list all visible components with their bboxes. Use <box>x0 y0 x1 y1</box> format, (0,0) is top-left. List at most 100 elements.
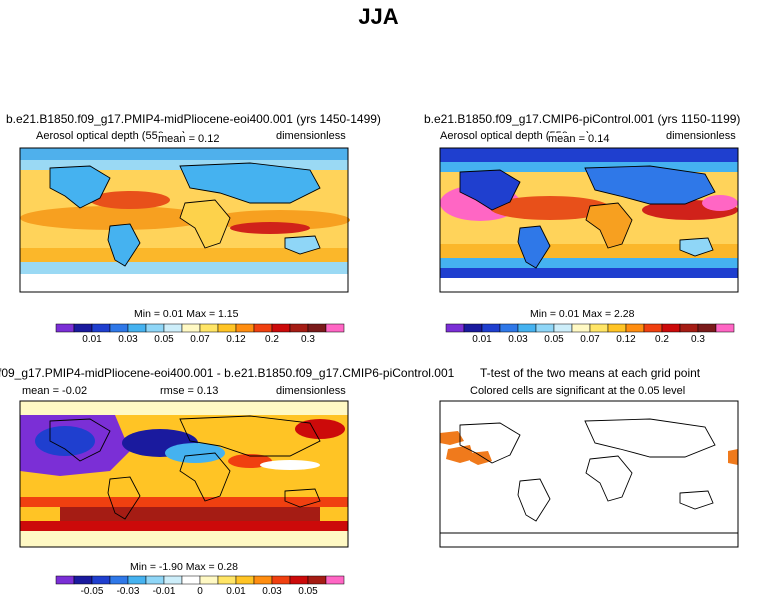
colorbar-segment <box>445 323 465 333</box>
panel2-coastlines <box>459 165 716 269</box>
panel2-southern-blue <box>440 268 738 278</box>
panel2-pink-east <box>702 195 738 211</box>
colorbar-segment <box>199 575 219 585</box>
panel1-subarctic-band <box>20 160 348 170</box>
colorbar-segment <box>199 323 219 333</box>
panel1-southamerica-fill <box>108 224 140 266</box>
panel1-variable: Aerosol optical depth (550 nm) <box>36 130 186 142</box>
panel2-map <box>439 147 739 293</box>
panel2-map-svg <box>439 147 739 293</box>
panel2-eurasia-fill <box>585 166 715 204</box>
panel2-mean: mean = 0.14 <box>548 133 610 145</box>
colorbar-segment <box>679 323 699 333</box>
panel3-minmax: Min = -1.90 Max = 0.28 <box>130 561 238 573</box>
colorbar-svg <box>55 323 345 333</box>
panel3-arctic-band <box>20 401 348 415</box>
panel1-trop-band-west <box>20 206 210 230</box>
panel3-white-equator <box>260 460 320 470</box>
panel1-red-patch <box>230 222 310 234</box>
colorbar-segment <box>217 575 237 585</box>
colorbar-tick-label: 0.2 <box>655 334 669 345</box>
colorbar-tick-label: 0.01 <box>226 586 246 597</box>
colorbar-svg <box>445 323 735 333</box>
colorbar-segment <box>235 575 255 585</box>
panel2-dust-plume <box>490 196 610 220</box>
panel3-frame <box>19 400 349 548</box>
panel1-mean: mean = 0.12 <box>158 133 220 145</box>
colorbar-segment <box>571 323 591 333</box>
panel1-southern-ocean <box>20 262 348 274</box>
colorbar-segment <box>661 323 681 333</box>
colorbar-segment <box>235 323 255 333</box>
colorbar-segment <box>109 575 129 585</box>
colorbar-tick-label: 0.03 <box>262 586 282 597</box>
colorbar-segment <box>55 323 75 333</box>
colorbar-segment <box>163 575 183 585</box>
colorbar-segment <box>307 575 327 585</box>
panel1-antarctic <box>20 274 348 292</box>
colorbar-tick-label: -0.03 <box>116 586 140 597</box>
panel1-map-svg <box>19 147 350 293</box>
colorbar-segment <box>253 575 273 585</box>
panel3-mean: mean = -0.02 <box>22 385 88 397</box>
panel4-sig-cell-1 <box>440 431 464 445</box>
colorbar-tick-label: 0.3 <box>691 334 705 345</box>
colorbar-segment <box>481 323 501 333</box>
colorbar-segment <box>307 323 327 333</box>
colorbar-tick-label: 0.07 <box>190 334 210 345</box>
panel3-cyan-africa <box>165 443 225 463</box>
panel4-subtitle: Colored cells are significant at the 0.0… <box>470 385 686 397</box>
colorbar-tick-label: 0.03 <box>508 334 528 345</box>
panel1-australia-fill <box>285 236 320 254</box>
panel2-south-band <box>440 244 738 258</box>
colorbar-segment <box>589 323 609 333</box>
colorbar-segment <box>91 575 111 585</box>
colorbar-segment <box>73 575 93 585</box>
panel3-map-svg <box>19 400 349 548</box>
colorbar-tick-label: -0.01 <box>152 586 176 597</box>
panel4-sig-cell-2 <box>446 445 474 463</box>
panel1-frame <box>19 147 349 293</box>
panel1-coastlines <box>49 162 321 267</box>
colorbar-segment <box>127 323 147 333</box>
panel3-colorbar: -0.05 -0.03 -0.01 0 0.01 0.03 0.05 <box>55 575 345 600</box>
panel3-south-darkred <box>60 507 320 521</box>
panel2-arctic-band <box>440 148 738 162</box>
panel3-coastlines <box>49 415 321 520</box>
panel1-arctic-band <box>20 148 348 160</box>
colorbar-segment <box>289 323 309 333</box>
colorbar-segment <box>55 575 75 585</box>
panel2-antarctic <box>440 278 738 292</box>
panel3-units: dimensionless <box>276 385 346 397</box>
colorbar-segment <box>145 575 165 585</box>
panel4-map-svg <box>439 400 739 548</box>
colorbar-segment <box>325 323 345 333</box>
panel2-colorbar: 0.01 0.03 0.05 0.07 0.12 0.2 0.3 <box>445 323 735 348</box>
panel3-red-pacific <box>295 419 345 439</box>
panel1-eurasia-fill <box>180 163 320 203</box>
colorbar-segment <box>553 323 573 333</box>
panel1-colorbar: 0.01 0.03 0.05 0.07 0.12 0.2 0.3 <box>55 323 345 348</box>
colorbar-tick-label: 0.12 <box>226 334 246 345</box>
colorbar-tick-label: 0.07 <box>580 334 600 345</box>
colorbar-segment <box>181 575 201 585</box>
panel2-southamerica-fill <box>518 226 550 268</box>
panel4-title: T-test of the two means at each grid poi… <box>480 366 701 380</box>
panel3-antarctic <box>20 531 348 547</box>
colorbar-tick-label: 0 <box>197 586 203 597</box>
panel2-title: b.e21.B1850.f09_g17.CMIP6-piControl.001 … <box>424 112 741 126</box>
panel3-title: f09_g17.PMIP4-midPliocene-eoi400.001 - b… <box>0 366 455 380</box>
colorbar-svg <box>55 575 345 585</box>
panel2-frame <box>439 147 739 293</box>
colorbar-segment <box>715 323 735 333</box>
panel3-rmse: rmse = 0.13 <box>160 385 219 397</box>
colorbar-segment <box>91 323 111 333</box>
colorbar-segment <box>145 323 165 333</box>
panel2-australia-fill <box>680 238 713 256</box>
panel1-units: dimensionless <box>276 130 346 142</box>
panel3-southern-red <box>20 521 348 531</box>
colorbar-segment <box>73 323 93 333</box>
panel1-dust-plume <box>90 191 170 209</box>
colorbar-segment <box>535 323 555 333</box>
panel1-map <box>19 147 350 293</box>
